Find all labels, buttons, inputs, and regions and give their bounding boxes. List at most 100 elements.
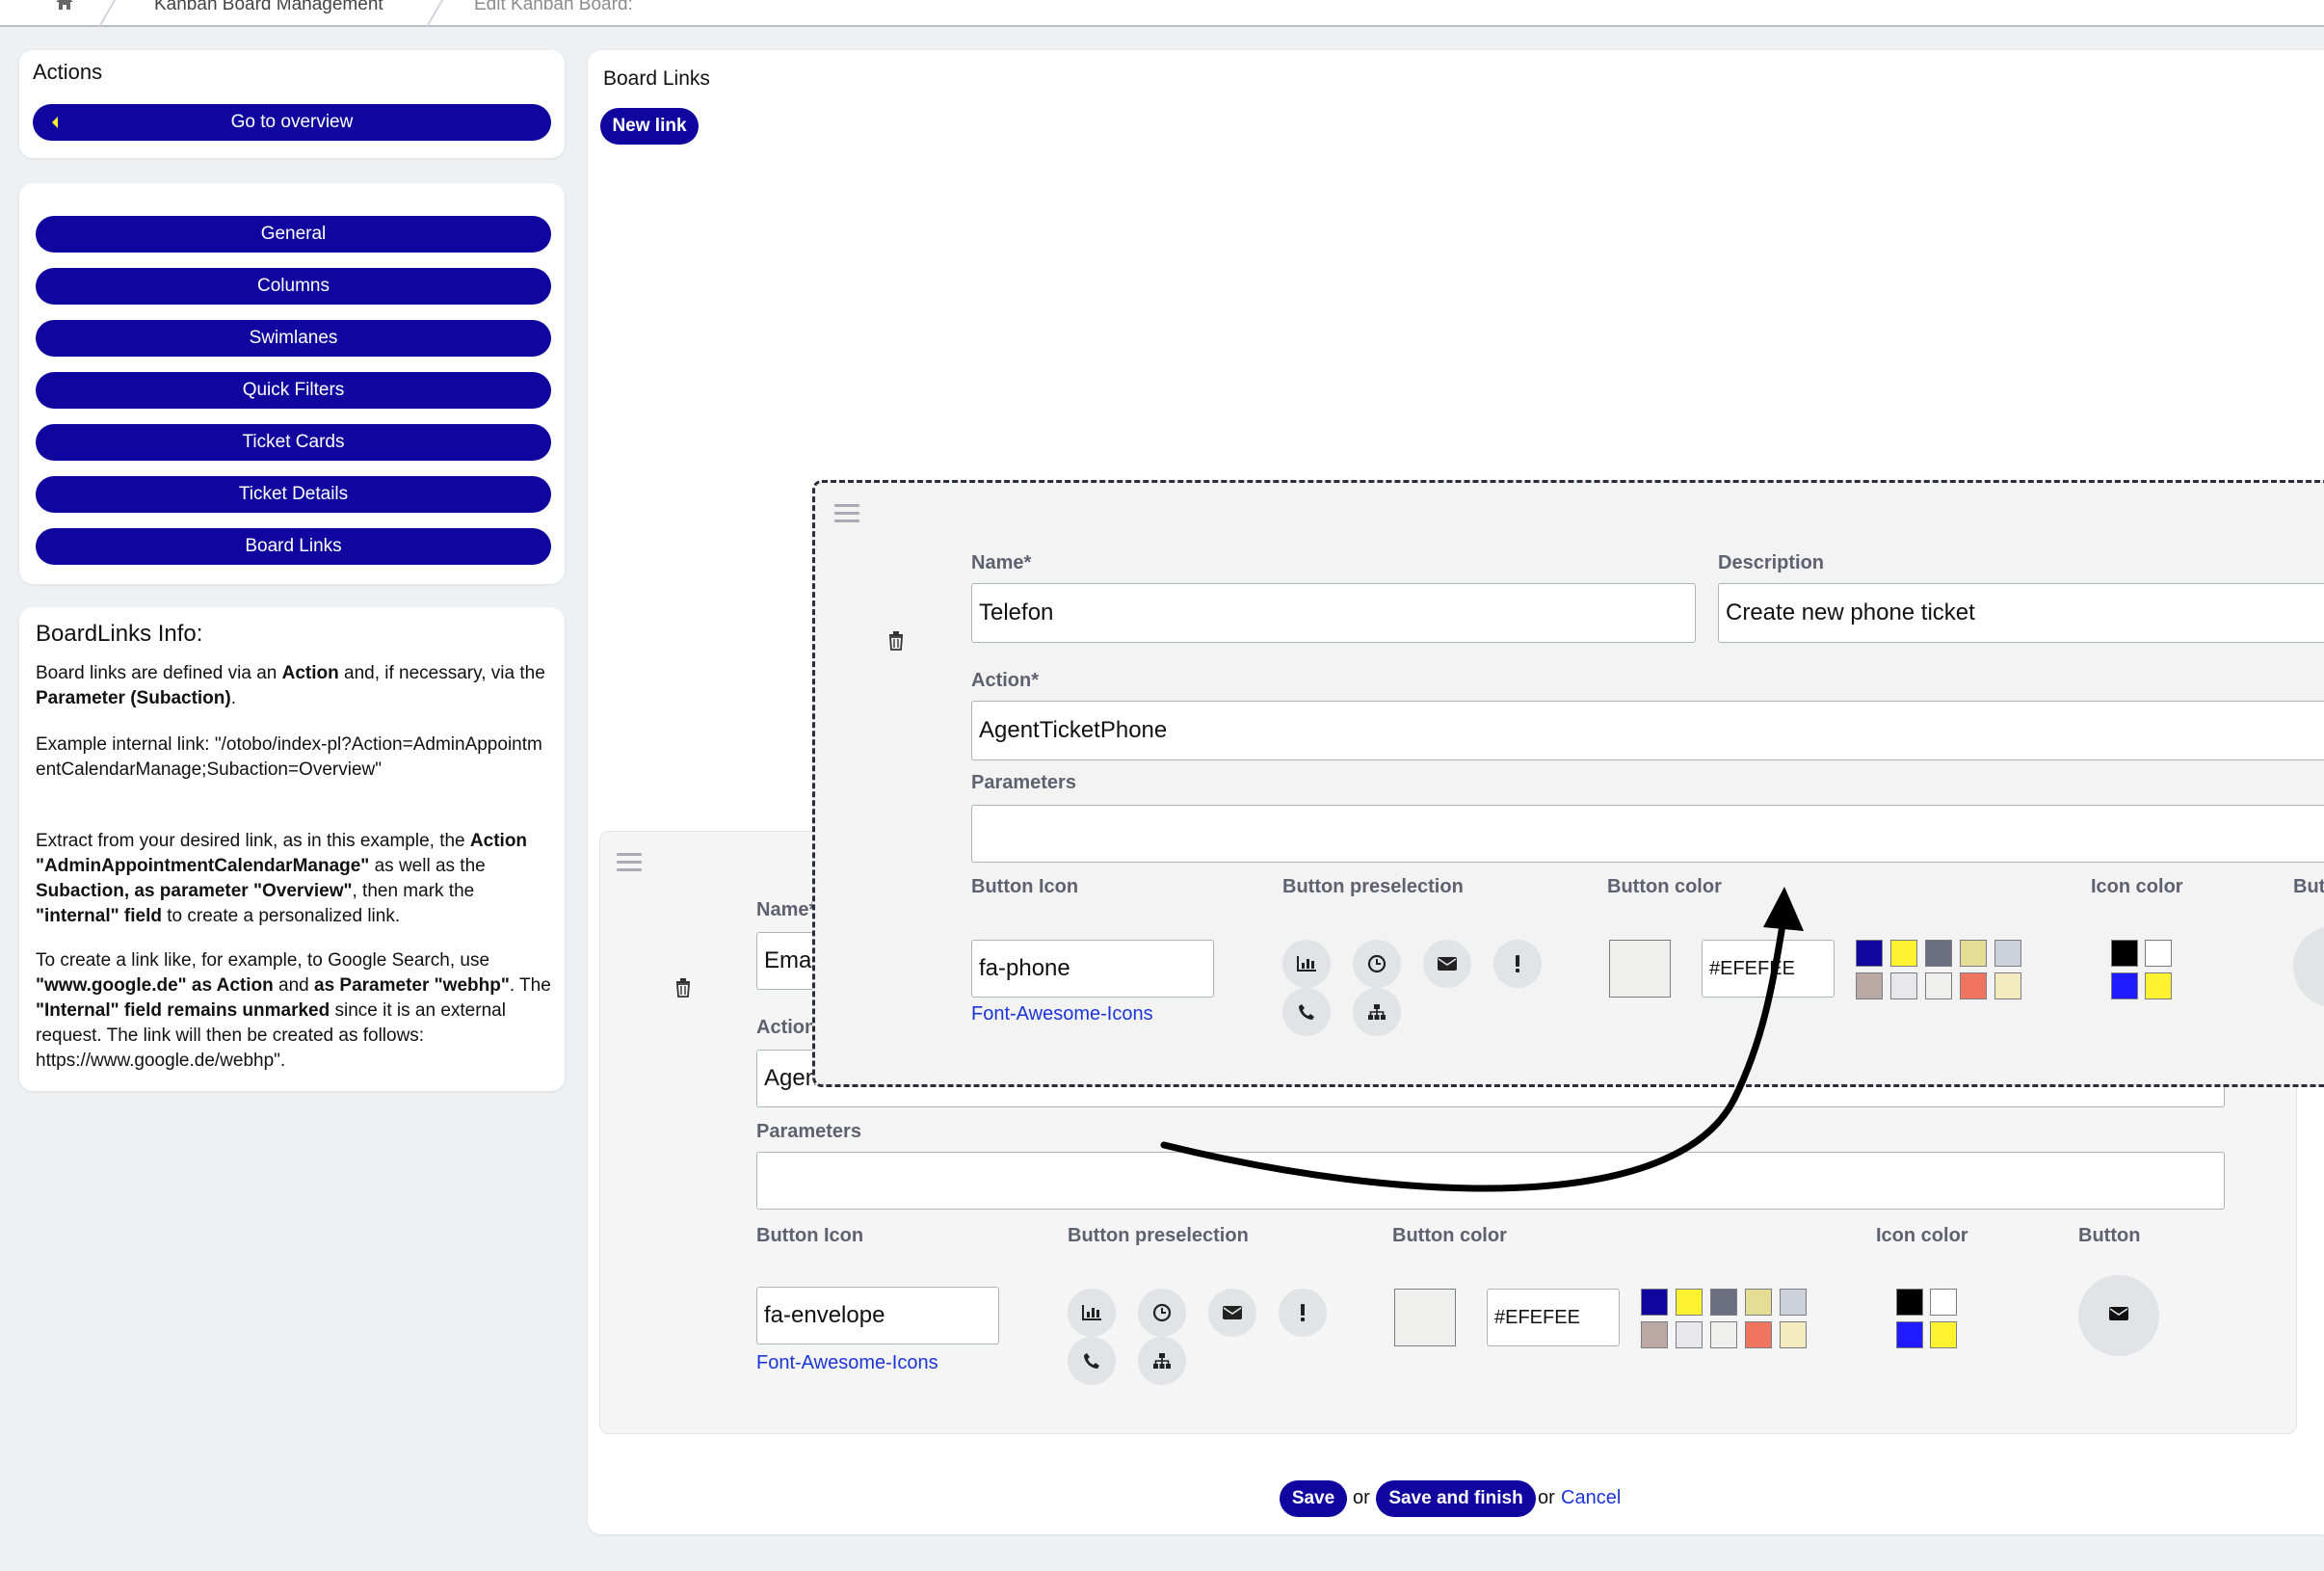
icon-color-swatch[interactable] [1896, 1289, 1923, 1316]
color-swatch[interactable] [1676, 1289, 1703, 1316]
info-paragraph-3: Extract from your desired link, as in th… [36, 831, 528, 926]
caret-left-icon [50, 104, 60, 154]
actions-title: Actions [33, 60, 103, 84]
color-swatch[interactable] [1641, 1321, 1668, 1348]
color-swatch[interactable] [1994, 940, 2021, 967]
trash-icon[interactable] [675, 978, 691, 1002]
info-paragraph-1: Board links are defined via an Action an… [36, 663, 545, 708]
sitemap-icon[interactable] [1353, 988, 1401, 1036]
parameters-input[interactable] [971, 805, 2324, 863]
actions-panel: Actions Go to overview [19, 50, 565, 158]
icon-color-swatch[interactable] [2145, 940, 2172, 967]
color-swatch[interactable] [1994, 972, 2021, 999]
chart-icon[interactable] [1068, 1289, 1116, 1337]
nav-button-swimlanes[interactable]: Swimlanes [36, 320, 551, 357]
save-button[interactable]: Save [1280, 1480, 1347, 1517]
save-and-finish-button[interactable]: Save and finish [1376, 1480, 1536, 1517]
parameters-input[interactable] [756, 1152, 2225, 1210]
icon-color-label: Icon color [1876, 1225, 1968, 1246]
envelope-icon[interactable] [1208, 1289, 1256, 1337]
breadcrumb: Kanban Board Management Edit Kanban Boar… [0, 0, 2324, 27]
nav-button-quick-filters[interactable]: Quick Filters [36, 372, 551, 409]
exclamation-icon[interactable] [1493, 940, 1542, 988]
color-swatch[interactable] [1641, 1289, 1668, 1316]
color-swatch[interactable] [1745, 1321, 1772, 1348]
icon-color-swatch[interactable] [1896, 1321, 1923, 1348]
color-swatch[interactable] [1890, 972, 1917, 999]
info-paragraph-4: To create a link like, for example, to G… [36, 950, 551, 1071]
button-preselection-label: Button preselection [1068, 1225, 1249, 1246]
or-text: or [1353, 1487, 1370, 1508]
color-swatch[interactable] [1710, 1321, 1737, 1348]
color-swatch[interactable] [1890, 940, 1917, 967]
color-swatch[interactable] [1676, 1321, 1703, 1348]
button-color-label: Button color [1607, 876, 1722, 897]
name-label: Name* [756, 899, 817, 920]
sitemap-icon[interactable] [1138, 1337, 1186, 1385]
action-label: Action* [971, 670, 1039, 691]
name-input[interactable]: Telefon [971, 583, 1696, 643]
icon-color-swatch[interactable] [2111, 972, 2138, 999]
color-swatch[interactable] [1925, 972, 1952, 999]
board-link-entry-telefon-zoom: Name* Telefon Description Create new pho… [812, 480, 2324, 1087]
go-to-overview-button[interactable]: Go to overview [33, 104, 551, 141]
name-label: Name* [971, 552, 1032, 573]
info-paragraph-2: Example internal link: "/otobo/index-pl?… [36, 734, 542, 780]
drag-handle-icon[interactable] [834, 504, 859, 527]
button-icon-input[interactable]: fa-phone [971, 940, 1214, 998]
color-swatch[interactable] [1925, 940, 1952, 967]
icon-color-label: Icon color [2091, 876, 2183, 897]
nav-button-columns[interactable]: Columns [36, 268, 551, 305]
navigation-panel: General Columns Swimlanes Quick Filters … [19, 183, 565, 584]
trash-icon[interactable] [888, 631, 904, 655]
chart-icon[interactable] [1282, 940, 1331, 988]
nav-button-ticket-cards[interactable]: Ticket Cards [36, 424, 551, 461]
envelope-icon[interactable] [1423, 940, 1471, 988]
button-color-input[interactable]: #EFEFEE [1487, 1289, 1620, 1346]
nav-button-ticket-details[interactable]: Ticket Details [36, 476, 551, 513]
exclamation-icon[interactable] [1279, 1289, 1327, 1337]
home-icon[interactable] [54, 0, 75, 17]
board-links-title: Board Links [603, 67, 710, 90]
button-color-label: Button color [1392, 1225, 1507, 1246]
button-preselection-label: Button preselection [1282, 876, 1464, 897]
clock-icon[interactable] [1353, 940, 1401, 988]
nav-button-board-links[interactable]: Board Links [36, 528, 551, 565]
drag-handle-icon[interactable] [617, 853, 642, 876]
color-swatch[interactable] [1856, 972, 1883, 999]
button-preview [2078, 1275, 2159, 1356]
action-input[interactable]: AgentTicketPhone [971, 701, 2324, 760]
description-input[interactable]: Create new phone ticket [1718, 583, 2324, 643]
color-swatch[interactable] [1960, 940, 1987, 967]
color-swatch[interactable] [1780, 1289, 1807, 1316]
button-icon-input[interactable]: fa-envelope [756, 1287, 999, 1345]
color-swatch[interactable] [1710, 1289, 1737, 1316]
phone-icon[interactable] [1282, 988, 1331, 1036]
color-swatch[interactable] [1960, 972, 1987, 999]
icon-color-swatch[interactable] [1930, 1289, 1957, 1316]
icon-color-swatch[interactable] [2145, 972, 2172, 999]
envelope-icon [2108, 1306, 2129, 1326]
parameters-label: Parameters [971, 772, 1076, 793]
color-swatch[interactable] [1780, 1321, 1807, 1348]
font-awesome-icons-link[interactable]: Font-Awesome-Icons [756, 1352, 938, 1373]
clock-icon[interactable] [1138, 1289, 1186, 1337]
cancel-link[interactable]: Cancel [1561, 1487, 1622, 1508]
icon-color-swatch[interactable] [1930, 1321, 1957, 1348]
font-awesome-icons-link[interactable]: Font-Awesome-Icons [971, 1003, 1153, 1025]
breadcrumb-item-kanban-management[interactable]: Kanban Board Management [154, 0, 383, 14]
go-to-overview-label: Go to overview [230, 112, 354, 132]
new-link-button[interactable]: New link [600, 108, 699, 145]
phone-icon[interactable] [1068, 1337, 1116, 1385]
color-swatch[interactable] [1856, 940, 1883, 967]
icon-color-swatch[interactable] [2111, 940, 2138, 967]
color-swatch[interactable] [1745, 1289, 1772, 1316]
button-icon-label: Button Icon [971, 876, 1079, 897]
nav-button-general[interactable]: General [36, 216, 551, 253]
or-text: or [1538, 1487, 1555, 1508]
description-label: Description [1718, 552, 1825, 573]
button-preview-label: Butt [2293, 876, 2324, 897]
button-icon-label: Button Icon [756, 1225, 864, 1246]
breadcrumb-item-edit-board: Edit Kanban Board: [474, 0, 633, 14]
